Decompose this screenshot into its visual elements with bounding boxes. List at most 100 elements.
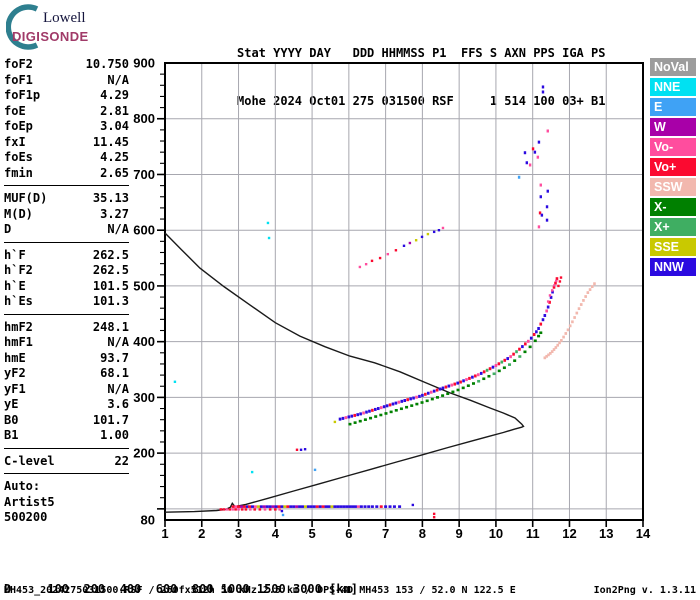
param-value: N/A: [107, 335, 129, 349]
param-value: 10.750: [85, 57, 129, 71]
param-name: yE: [4, 397, 19, 411]
param-value: 3.6: [107, 397, 129, 411]
param-row-fxI: fxI 11.45: [4, 135, 129, 151]
legend-item-X-: X-: [650, 198, 696, 216]
param-row-hmF1: hmF1 N/A: [4, 335, 129, 351]
param-row-foE: foE 2.81: [4, 104, 129, 120]
header-line2: Mohe 2024 Oct01 275 031500 RSF 1 514 100…: [237, 94, 606, 108]
param-value: 93.7: [100, 350, 129, 365]
param-name: h`Es: [4, 294, 33, 308]
x-tick-label: 10: [489, 526, 503, 541]
param-name: M(D): [4, 206, 33, 221]
footer-bar: MH453_2024275031500.RSF / 260fx512h 50 k…: [4, 585, 696, 596]
x-tick-label: 11: [526, 526, 540, 541]
legend-item-E: E: [650, 98, 696, 116]
param-row-foF1p: foF1p 4.29: [4, 88, 129, 104]
parameter-panel: foF2 10.750 foF1 N/A foF1p 4.29 foE 2.81 foEp 3.0…: [4, 57, 129, 526]
param-name: hmF1: [4, 335, 33, 349]
param-name: C-level: [4, 453, 55, 468]
dmuf-distance-row: D 100 200 400 600 800 1000 1500 3000 [km…: [4, 582, 359, 596]
param-name: foEp: [4, 119, 33, 133]
ssw-branch-dots: [543, 282, 596, 360]
legend-item-Vo-: Vo-: [650, 138, 696, 156]
param-row-C-level: C-level 22: [4, 454, 129, 470]
legend-item-NoVal: NoVal: [650, 58, 696, 76]
spread-cluster-dots: [517, 85, 549, 229]
param-row-foF1: foF1 N/A: [4, 73, 129, 89]
param-name: hmF2: [4, 319, 33, 334]
x-tick-label: 8: [419, 526, 426, 541]
param-value: 22: [114, 453, 129, 468]
logo-lowell-text: Lowell: [43, 10, 86, 26]
param-value: 4.25: [100, 150, 129, 164]
param-value: 262.5: [92, 263, 129, 277]
legend-item-W: W: [650, 118, 696, 136]
param-name: h`F: [4, 247, 26, 262]
param-name: foF2: [4, 57, 33, 71]
param-value: 3.04: [100, 119, 129, 133]
y-tick-label: 80: [141, 513, 155, 528]
electron-density-profile: [164, 232, 525, 513]
param-name: fxI: [4, 134, 26, 149]
x-tick-label: 7: [382, 526, 389, 541]
crescent-icon: [6, 4, 39, 50]
header-line1: Stat YYYY DAY DDD HHMMSS P1 FFS S AXN PP…: [237, 46, 606, 60]
param-row-fmin: fmin 2.65: [4, 166, 129, 182]
y-tick-label: 400: [133, 334, 155, 349]
y-tick-label: 700: [133, 167, 155, 182]
param-name: h`E: [4, 278, 26, 293]
param-row-h`Es: h`Es 101.3: [4, 294, 129, 310]
autoscaling-info: Artist5: [4, 494, 55, 509]
legend-item-SSE: SSE: [650, 238, 696, 256]
x-tick-label: 6: [345, 526, 352, 541]
header-block: Stat YYYY DAY DDD HHMMSS P1 FFS S AXN PP…: [237, 13, 605, 141]
param-row-MUF(D): MUF(D) 35.13: [4, 191, 129, 207]
param-value: N/A: [107, 381, 129, 396]
x-tick-label: 12: [562, 526, 576, 541]
param-row-yE: yE 3.6: [4, 397, 129, 413]
axis-ticks: [157, 73, 644, 527]
x-tick-label: 4: [272, 526, 280, 541]
param-name: foF1p: [4, 88, 41, 102]
gridlines: [166, 64, 642, 519]
autoscaling-info: 500200: [4, 510, 48, 524]
legend-item-SSW: SSW: [650, 178, 696, 196]
param-value: 1.00: [100, 428, 129, 442]
param-name: yF2: [4, 366, 26, 380]
param-value: 101.5: [92, 278, 129, 293]
param-separator: [4, 447, 129, 449]
y-tick-label: 300: [133, 390, 155, 405]
direction-color-legend: NoVal NNE E W Vo- Vo+ SSW X- X+ SSE NNW: [650, 58, 696, 278]
param-separator: [4, 241, 129, 243]
param-row-B0: B0 101.7: [4, 413, 129, 429]
param-value: 2.65: [100, 165, 129, 180]
param-name: D: [4, 222, 12, 236]
param-value: 3.27: [100, 206, 129, 221]
param-row-hmF2: hmF2 248.1: [4, 320, 129, 336]
x-tick-label: 1: [161, 526, 168, 541]
param-row-D: D N/A: [4, 222, 129, 238]
lowell-digisonde-logo: Lowell DIGISONDE: [6, 4, 136, 50]
param-value: 11.45: [92, 134, 129, 149]
footer-version: Ion2Png v. 1.3.11: [593, 585, 696, 596]
param-value: N/A: [107, 72, 129, 87]
param-row-h`F: h`F 262.5: [4, 248, 129, 264]
param-value: 68.1: [100, 366, 129, 380]
axis-frame: [164, 62, 644, 521]
param-value: 101.7: [92, 412, 129, 427]
x-tick-label: 9: [456, 526, 463, 541]
param-value: 262.5: [92, 247, 129, 262]
y-tick-label: 800: [133, 111, 155, 126]
param-value: N/A: [107, 222, 129, 236]
param-row-h`E: h`E 101.5: [4, 279, 129, 295]
legend-item-NNW: NNW: [650, 258, 696, 276]
param-row-M(D): M(D) 3.27: [4, 207, 129, 223]
footer-file-info: MH453_2024275031500.RSF / 260fx512h 50 k…: [4, 585, 516, 596]
param-value: 4.29: [100, 88, 129, 102]
param-value: 248.1: [92, 319, 129, 334]
param-row-yF2: yF2 68.1: [4, 366, 129, 382]
param-row-foEs: foEs 4.25: [4, 150, 129, 166]
y-tick-label: 200: [133, 446, 155, 461]
